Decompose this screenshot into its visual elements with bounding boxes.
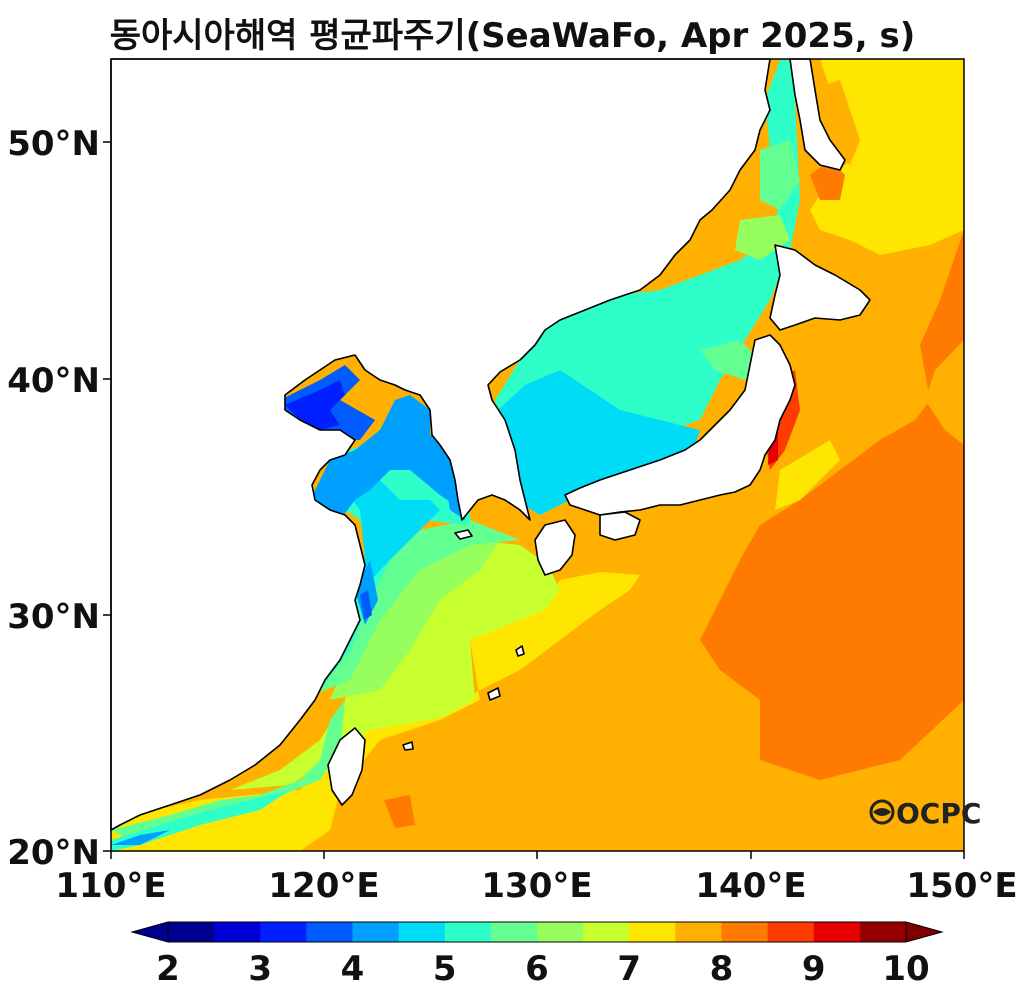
field-period-5-5 [300, 520, 520, 700]
colorbar-segment [260, 922, 307, 942]
lon-tick-label: 140°E [695, 866, 806, 906]
colorbar-extend-max [905, 921, 944, 943]
field-period-3-5 [360, 590, 372, 620]
land-island [487, 687, 501, 701]
land-kyushu [534, 519, 576, 576]
field-period-8-5 [384, 795, 415, 828]
colorbar-tick-label: 3 [248, 949, 272, 989]
colorbar-tick-label: 6 [525, 949, 549, 989]
colorbar-segment [352, 922, 400, 942]
colorbar-tick-label: 2 [156, 949, 180, 989]
axis-ticks [103, 141, 965, 859]
lat-tick-label: 30°N [7, 597, 100, 637]
colorbar-segment [767, 922, 815, 942]
colorbar-tick-label: 5 [433, 949, 457, 989]
field-period-8-5 [925, 340, 964, 445]
lat-tick-label: 40°N [7, 361, 100, 401]
land-masses [110, 58, 871, 831]
map-title: 동아시아해역 평균파주기(SeaWaFo, Apr 2025, s) [109, 16, 916, 56]
land-jeju [454, 529, 473, 540]
lon-tick-label: 150°E [906, 866, 1017, 906]
colorbar-segment [721, 922, 769, 942]
land-hokkaido [769, 244, 871, 331]
field-period-5-5 [760, 140, 800, 210]
colorbar-tick-label: 9 [802, 949, 826, 989]
colorbar-segment [537, 922, 584, 942]
lon-tick-label: 110°E [55, 866, 166, 906]
field-period-8-5 [810, 160, 845, 200]
land-island [402, 741, 414, 751]
ocpc-logo: OCPC [869, 797, 981, 830]
field-period-8-5 [700, 230, 964, 780]
colorbar-segment [675, 922, 722, 942]
land-honshu [564, 334, 796, 516]
colorbar-frame [167, 921, 907, 943]
field-period-5-5 [111, 700, 345, 840]
colorbar-segment [306, 922, 353, 942]
colorbar-tick-label: 4 [341, 949, 365, 989]
field-period-4 [111, 830, 170, 845]
lat-tick-label: 50°N [7, 124, 100, 164]
field-period-4 [310, 395, 462, 520]
field-period-6 [330, 540, 500, 700]
colorbar-segment [629, 922, 676, 942]
land-sakhalin [789, 58, 846, 171]
land-island [515, 645, 525, 657]
land-shikoku [599, 511, 641, 541]
colorbar-segment [583, 922, 630, 942]
colorbar: 2 3 4 5 6 7 8 9 10 [130, 921, 944, 989]
colorbar-segment [214, 922, 261, 942]
colorbar-segment [168, 922, 215, 942]
colorbar-segment [398, 922, 446, 942]
colorbar-segment [490, 922, 538, 942]
lon-tick-label: 120°E [268, 866, 379, 906]
field-period-7-5 [111, 572, 640, 851]
colorbar-segment [859, 922, 907, 942]
logo-text: OCPC [896, 797, 981, 830]
lon-tick-label: 130°E [481, 866, 592, 906]
field-period-3 [285, 380, 345, 430]
field-period-5-5 [700, 340, 760, 380]
land-taiwan [327, 727, 366, 806]
colorbar-tick-label: 10 [882, 949, 929, 989]
colorbar-extend-min [130, 921, 169, 943]
field-period-7-5 [775, 440, 840, 510]
land-asia-mainland [110, 58, 771, 831]
field-period-4-5 [498, 370, 700, 515]
colorbar-tick-label: 8 [710, 949, 734, 989]
lat-tick-label: 20°N [7, 833, 100, 873]
colorbar-segment [813, 922, 861, 942]
colorbar-segment [444, 922, 492, 942]
colorbar-tick-label: 7 [617, 949, 641, 989]
